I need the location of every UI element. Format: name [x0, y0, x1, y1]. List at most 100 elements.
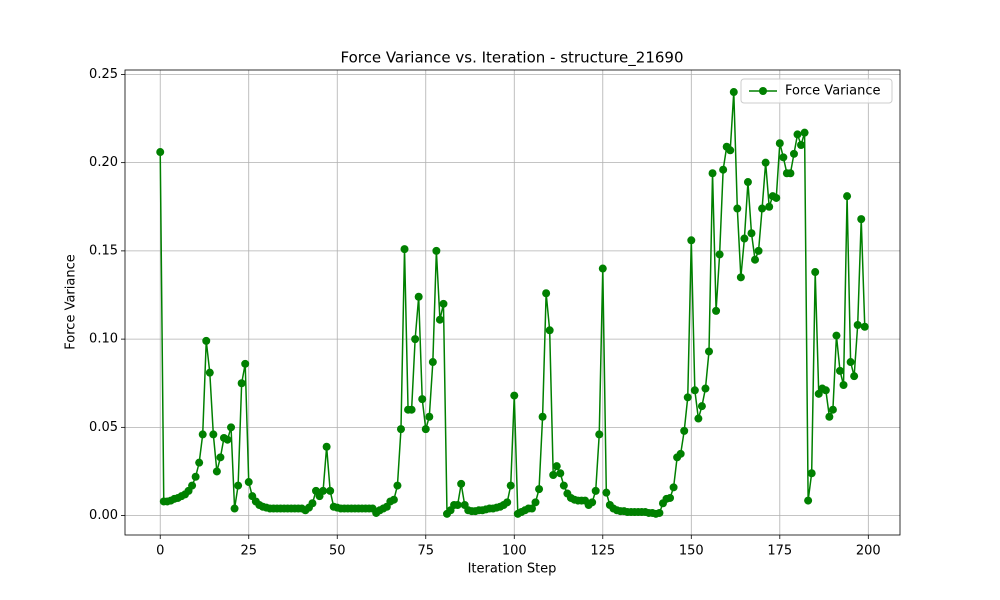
data-point	[588, 498, 597, 507]
data-point	[432, 246, 441, 255]
data-point	[666, 493, 675, 502]
data-point	[821, 386, 830, 395]
data-point	[414, 292, 423, 301]
data-point	[198, 430, 207, 439]
data-point	[510, 391, 519, 400]
data-point	[800, 128, 809, 137]
data-point	[535, 485, 544, 494]
data-point	[188, 481, 197, 490]
legend: Force Variance	[740, 78, 893, 104]
data-point	[156, 148, 165, 157]
data-point	[853, 321, 862, 329]
data-point	[804, 496, 813, 505]
data-point	[418, 395, 427, 404]
data-point	[393, 481, 402, 490]
data-point	[775, 139, 784, 148]
data-point	[704, 347, 713, 356]
data-point	[439, 299, 448, 308]
data-point	[223, 435, 232, 444]
data-point	[729, 88, 738, 97]
data-point	[389, 495, 398, 504]
y-tick-label: 0.00	[89, 508, 118, 523]
data-point	[835, 366, 844, 375]
data-point	[701, 384, 710, 393]
data-point	[407, 405, 416, 414]
data-point	[669, 483, 678, 492]
data-point	[552, 462, 561, 471]
data-point	[740, 234, 749, 243]
legend-marker	[759, 87, 767, 95]
x-tick-label: 150	[679, 544, 704, 559]
data-point	[428, 358, 437, 367]
data-point	[793, 130, 802, 139]
data-point	[719, 165, 728, 174]
data-point	[556, 469, 565, 478]
data-point	[191, 472, 200, 481]
x-axis-label: Iteration Step	[468, 562, 557, 577]
data-point	[680, 426, 689, 435]
data-point	[683, 393, 692, 402]
data-point	[772, 193, 781, 202]
data-point	[453, 501, 462, 509]
data-point	[765, 202, 774, 211]
x-tick-label: 175	[767, 544, 792, 559]
data-point	[690, 386, 699, 395]
data-point	[234, 481, 243, 490]
data-point	[396, 425, 405, 434]
data-point	[850, 372, 859, 381]
data-point	[754, 246, 763, 255]
data-point	[712, 306, 721, 315]
data-point	[503, 498, 512, 507]
data-point	[797, 141, 806, 149]
x-tick-label: 0	[156, 544, 164, 559]
data-point	[676, 449, 685, 458]
plot-frame	[124, 69, 901, 536]
y-tick-label: 0.05	[89, 420, 118, 435]
data-point	[857, 215, 866, 224]
data-point	[457, 479, 466, 488]
data-point	[322, 442, 331, 451]
data-point	[747, 229, 756, 238]
data-point	[839, 381, 848, 389]
y-tick-label: 0.25	[89, 67, 118, 82]
data-point	[559, 481, 568, 490]
data-point	[244, 478, 253, 487]
data-point	[411, 335, 420, 344]
data-point	[846, 358, 855, 367]
data-point	[241, 359, 250, 368]
data-point	[708, 169, 717, 178]
data-point	[308, 499, 317, 508]
y-axis-label: Force Variance	[64, 254, 79, 349]
data-point	[694, 414, 703, 423]
x-tick-label: 200	[856, 544, 881, 559]
data-point	[531, 498, 540, 507]
y-tick-label: 0.15	[89, 243, 118, 258]
data-point	[195, 458, 204, 467]
x-tick-label: 50	[329, 544, 346, 559]
data-point	[538, 412, 547, 421]
data-point	[726, 146, 735, 155]
data-point	[400, 245, 409, 254]
data-point	[697, 402, 706, 411]
data-point	[595, 430, 604, 439]
data-point	[602, 488, 611, 497]
data-point	[743, 178, 752, 187]
data-point	[789, 149, 798, 158]
data-point	[319, 486, 328, 495]
data-point	[860, 322, 869, 331]
data-point	[227, 423, 236, 432]
data-point	[230, 504, 239, 513]
data-point	[832, 331, 841, 340]
data-point	[779, 153, 788, 162]
data-point	[715, 250, 724, 259]
y-tick-label: 0.20	[89, 155, 118, 170]
data-point	[549, 471, 558, 479]
data-point	[542, 289, 551, 298]
data-line	[159, 92, 866, 516]
data-point	[736, 273, 745, 282]
data-point	[435, 315, 444, 324]
legend-label: Force Variance	[785, 84, 880, 99]
data-point	[843, 192, 852, 201]
data-point	[786, 169, 795, 178]
